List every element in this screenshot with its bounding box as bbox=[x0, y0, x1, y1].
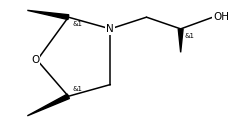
Text: N: N bbox=[106, 24, 114, 34]
Text: &1: &1 bbox=[72, 21, 82, 27]
Polygon shape bbox=[27, 10, 69, 20]
Text: O: O bbox=[31, 55, 39, 65]
Polygon shape bbox=[178, 29, 183, 52]
Polygon shape bbox=[27, 94, 69, 116]
Text: &1: &1 bbox=[72, 86, 82, 92]
Text: OH: OH bbox=[213, 12, 229, 22]
Text: &1: &1 bbox=[185, 33, 195, 39]
